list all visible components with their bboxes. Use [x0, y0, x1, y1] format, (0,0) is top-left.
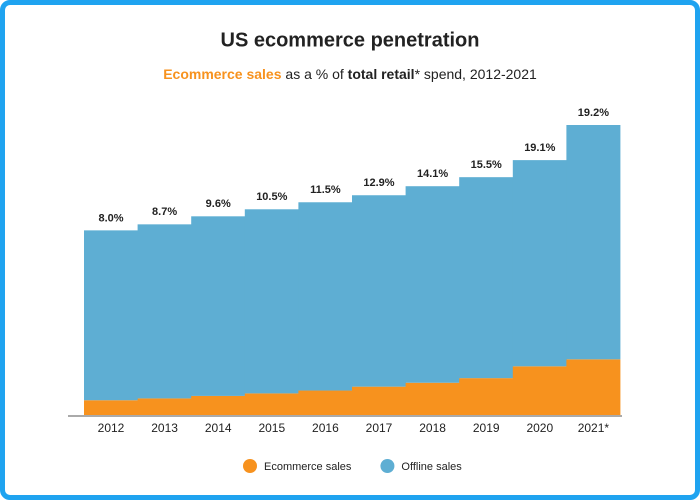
bar-segment	[459, 177, 514, 379]
legend-label: Offline sales	[401, 461, 462, 473]
x-tick-label: 2016	[312, 421, 339, 435]
bar-segment	[191, 216, 246, 396]
bar-segment	[84, 230, 138, 401]
value-label: 10.5%	[256, 191, 287, 203]
bar-segment	[352, 386, 406, 415]
bar-segment	[84, 400, 138, 415]
x-tick-label: 2013	[151, 421, 178, 435]
bar-segment	[137, 224, 192, 399]
bar-segment	[405, 186, 460, 383]
x-tick-label: 2017	[366, 421, 393, 435]
bar-segment	[244, 209, 299, 394]
value-label: 9.6%	[206, 198, 231, 210]
subtitle-part: Ecommerce sales	[163, 66, 282, 82]
subtitle-part: total retail	[348, 66, 415, 82]
value-label: 11.5%	[310, 184, 341, 196]
subtitle-part: as a % of	[282, 66, 348, 82]
bar-segment	[405, 382, 460, 415]
chart: US ecommerce penetration Ecommerce sales…	[68, 29, 622, 473]
x-tick-label: 2012	[98, 421, 125, 435]
value-label: 8.0%	[98, 212, 123, 224]
chart-title: US ecommerce penetration	[221, 29, 480, 51]
bar-segment	[566, 125, 621, 360]
bar-segment	[137, 398, 192, 415]
bar-segment	[298, 390, 353, 415]
chart-subtitle: Ecommerce sales as a % of total retail* …	[163, 66, 537, 82]
bar-segment	[512, 366, 567, 415]
subtitle-part: * spend, 2012-2021	[415, 66, 537, 82]
value-label: 12.9%	[363, 177, 394, 189]
x-tick-label: 2015	[258, 421, 285, 435]
x-tick-label: 2018	[419, 421, 446, 435]
legend-label: Ecommerce sales	[264, 461, 352, 473]
bar-segment	[244, 393, 299, 415]
bar-segment	[298, 202, 353, 391]
bar-segment	[191, 395, 246, 415]
value-label: 14.1%	[417, 168, 448, 180]
bar-segment	[566, 359, 621, 415]
x-tick-label: 2019	[473, 421, 500, 435]
value-label: 15.5%	[471, 159, 502, 171]
value-label: 8.7%	[152, 206, 177, 218]
value-label: 19.2%	[578, 107, 609, 119]
x-tick-label: 2021*	[578, 421, 610, 435]
legend-swatch	[243, 459, 257, 473]
x-tick-label: 2014	[205, 421, 232, 435]
bar-segment	[459, 378, 514, 415]
bar-segment	[512, 160, 567, 367]
bar-segment	[352, 195, 406, 387]
x-tick-label: 2020	[526, 421, 553, 435]
legend-swatch	[380, 459, 395, 473]
value-label: 19.1%	[524, 142, 555, 154]
